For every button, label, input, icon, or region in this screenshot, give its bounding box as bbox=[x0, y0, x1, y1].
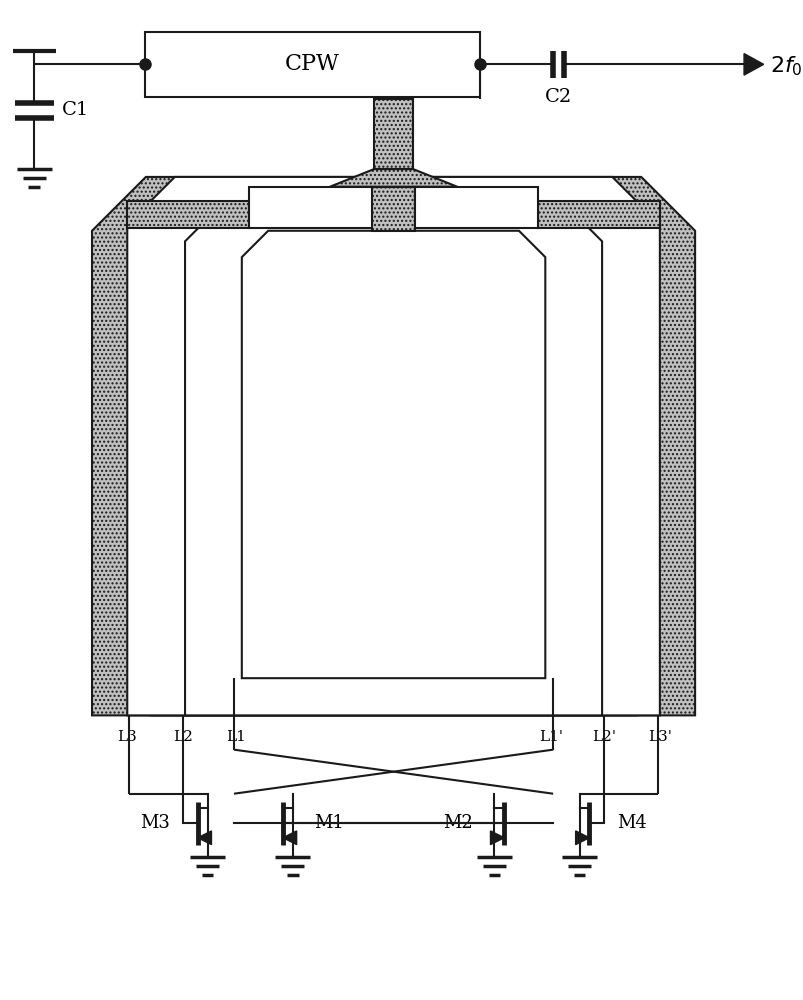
Polygon shape bbox=[92, 177, 695, 715]
Text: $2f_0$: $2f_0$ bbox=[768, 54, 801, 78]
Polygon shape bbox=[538, 201, 659, 228]
Text: L2': L2' bbox=[591, 730, 615, 744]
Polygon shape bbox=[127, 201, 248, 228]
Text: M1: M1 bbox=[314, 814, 344, 832]
Text: M4: M4 bbox=[616, 814, 646, 832]
Polygon shape bbox=[575, 831, 589, 845]
Text: L1': L1' bbox=[539, 730, 562, 744]
Polygon shape bbox=[743, 54, 763, 75]
Polygon shape bbox=[198, 831, 211, 845]
Text: L1: L1 bbox=[226, 730, 246, 744]
Polygon shape bbox=[207, 231, 579, 678]
Polygon shape bbox=[127, 177, 659, 715]
Text: M2: M2 bbox=[442, 814, 472, 832]
Text: L2: L2 bbox=[173, 730, 193, 744]
Polygon shape bbox=[248, 187, 372, 228]
Polygon shape bbox=[414, 187, 538, 228]
Text: L3': L3' bbox=[647, 730, 671, 744]
Polygon shape bbox=[372, 187, 414, 231]
Text: C2: C2 bbox=[544, 88, 571, 106]
Polygon shape bbox=[283, 831, 296, 845]
Bar bbox=[145, 32, 479, 97]
Polygon shape bbox=[373, 99, 413, 169]
Text: C1: C1 bbox=[62, 101, 89, 119]
Text: M3: M3 bbox=[141, 814, 170, 832]
Polygon shape bbox=[490, 831, 503, 845]
Polygon shape bbox=[329, 169, 457, 187]
Polygon shape bbox=[242, 231, 544, 678]
Text: L3: L3 bbox=[117, 730, 137, 744]
Polygon shape bbox=[185, 204, 601, 715]
Text: CPW: CPW bbox=[284, 53, 340, 75]
Polygon shape bbox=[151, 204, 635, 715]
